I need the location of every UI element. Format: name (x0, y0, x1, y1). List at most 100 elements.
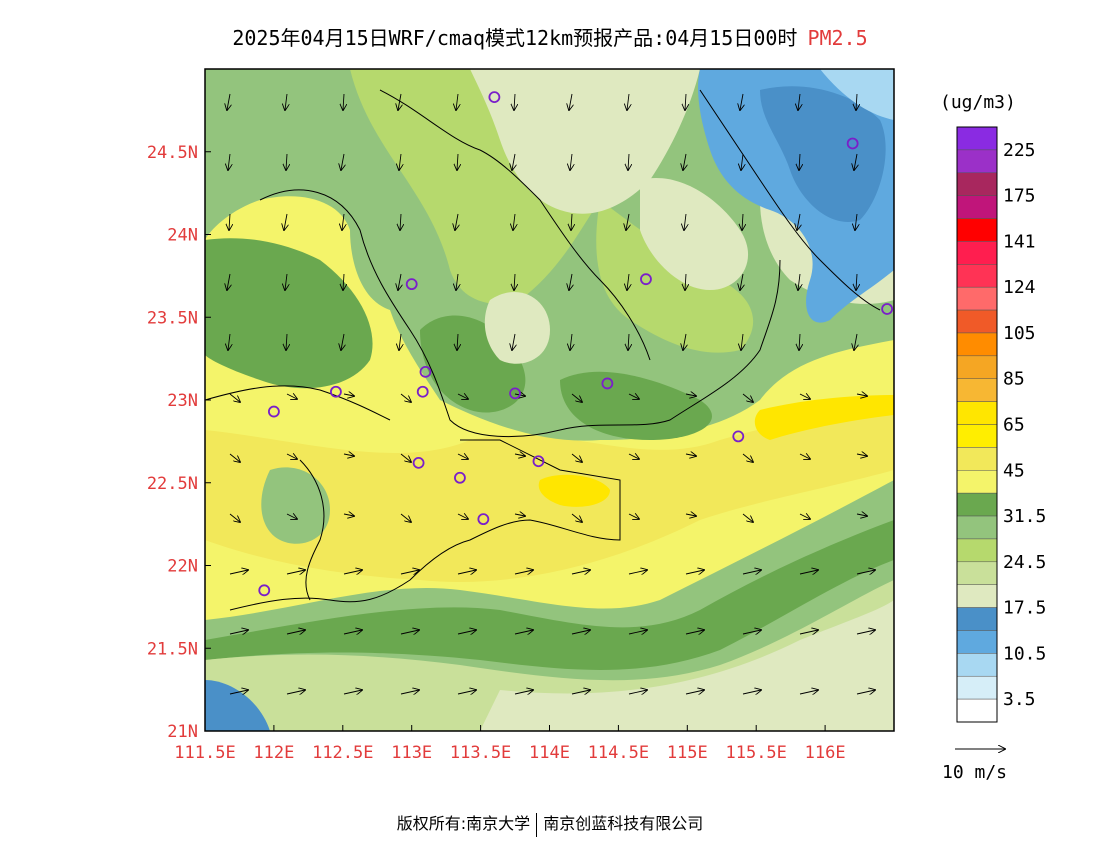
wind-arrow (400, 213, 401, 230)
wind-arrow (400, 393, 411, 402)
wind-arrow (285, 93, 287, 110)
wind-arrow (856, 454, 867, 456)
wind-arrow (456, 93, 458, 110)
wind-arrow (799, 153, 800, 170)
colorbar-segment (956, 332, 998, 357)
colorbar-label: 17.5 (1003, 598, 1046, 619)
wind-arrow (513, 213, 515, 230)
wind-arrow (286, 630, 305, 634)
wind-arrow (856, 690, 875, 694)
wind-arrow (457, 514, 468, 519)
colorbar-segment (956, 470, 998, 494)
wind-arrow (227, 273, 230, 290)
colorbar-segment (956, 264, 998, 288)
city-marker (640, 273, 652, 286)
city-marker (416, 385, 429, 398)
city-marker (732, 430, 745, 443)
wind-arrow (343, 273, 344, 290)
wind-arrow (514, 690, 533, 694)
wind-arrow (399, 153, 401, 170)
wind-arrow (799, 394, 810, 399)
wind-arrow (570, 333, 572, 350)
colorbar-label: 85 (1003, 369, 1025, 390)
wind-arrow (627, 93, 629, 110)
city-marker (258, 584, 271, 597)
wind-arrow (798, 273, 800, 290)
wind-vectors (227, 93, 875, 694)
x-tick-label: 113.5E (450, 743, 511, 763)
wind-arrow (343, 514, 354, 516)
x-tick-label: 112E (253, 743, 294, 763)
wind-arrow (570, 153, 572, 170)
colorbar-segment (956, 515, 998, 540)
wind-arrow (514, 273, 515, 290)
wind-arrow (569, 273, 572, 290)
colorbar-segment (956, 653, 998, 677)
colorbar-segment (956, 195, 998, 219)
wind-arrow (512, 153, 515, 170)
colorbar-segment (956, 309, 998, 334)
x-tick-label: 115E (667, 743, 708, 763)
city-marker (509, 387, 521, 400)
wind-arrow (514, 93, 515, 110)
y-tick-label: 22.5N (147, 474, 198, 494)
wind-arrow (286, 333, 287, 350)
wind-arrow (457, 570, 476, 574)
wind-arrow (799, 333, 800, 350)
colorbar-segment (956, 401, 998, 425)
colorbar-label: 124 (1003, 277, 1036, 298)
colorbar-segment (956, 378, 998, 402)
wind-arrow (229, 570, 248, 574)
wind-arrow (628, 394, 639, 399)
wind-arrow (798, 93, 800, 110)
wind-arrow (799, 570, 818, 574)
wind-arrow (685, 454, 696, 456)
wind-arrow (742, 513, 753, 522)
x-tick-label: 114.5E (588, 743, 649, 763)
city-marker (412, 456, 425, 469)
colorbar-label: 10.5 (1003, 643, 1046, 664)
colorbar-segment (956, 538, 998, 563)
wind-arrow (854, 333, 857, 350)
colorbar-label: 105 (1003, 323, 1036, 344)
y-tick-label: 21.5N (147, 639, 198, 659)
wind-arrow (398, 273, 401, 290)
x-tick-label: 114E (529, 743, 570, 763)
species-label: PM2.5 (807, 26, 868, 50)
wind-arrow (856, 273, 857, 290)
wind-arrow (457, 690, 476, 694)
y-tick-label: 24N (167, 226, 198, 246)
colorbar: (ug/m3) 225 175 141 124 105 85 65 45 31.5 24.5 17.… (940, 92, 1046, 723)
wind-arrow (400, 570, 419, 574)
wind-arrow (343, 454, 354, 456)
wind-arrow (742, 690, 761, 694)
wind-arrow (628, 333, 629, 350)
wind-arrow (341, 153, 344, 170)
wind-arrow (285, 273, 287, 290)
wind-arrow (685, 690, 704, 694)
wind-arrow (343, 93, 344, 110)
city-markers (258, 91, 894, 597)
colorbar-segment (956, 172, 998, 196)
wind-arrow (799, 514, 810, 519)
wind-arrow (514, 454, 525, 456)
wind-arrow (685, 273, 686, 290)
wind-arrow (856, 93, 857, 110)
wind-arrow (741, 153, 743, 170)
company-text: 南京创蓝科技有限公司 (543, 814, 704, 833)
wind-arrow (742, 393, 753, 402)
wind-arrow (229, 630, 248, 634)
colorbar-label: 225 (1003, 140, 1036, 161)
wind-arrow (227, 93, 230, 110)
wind-arrow (685, 514, 696, 516)
colorbar-segment (956, 698, 998, 723)
colorbar-unit: (ug/m3) (940, 92, 1016, 113)
x-tick-label: 115.5E (725, 743, 786, 763)
wind-arrow (229, 393, 240, 402)
colorbar-label: 45 (1003, 460, 1025, 481)
wind-arrow (571, 570, 590, 574)
wind-arrow (626, 213, 629, 230)
y-tick-label: 22N (167, 557, 198, 577)
wind-arrow (742, 453, 753, 462)
wind-arrow (799, 690, 818, 694)
